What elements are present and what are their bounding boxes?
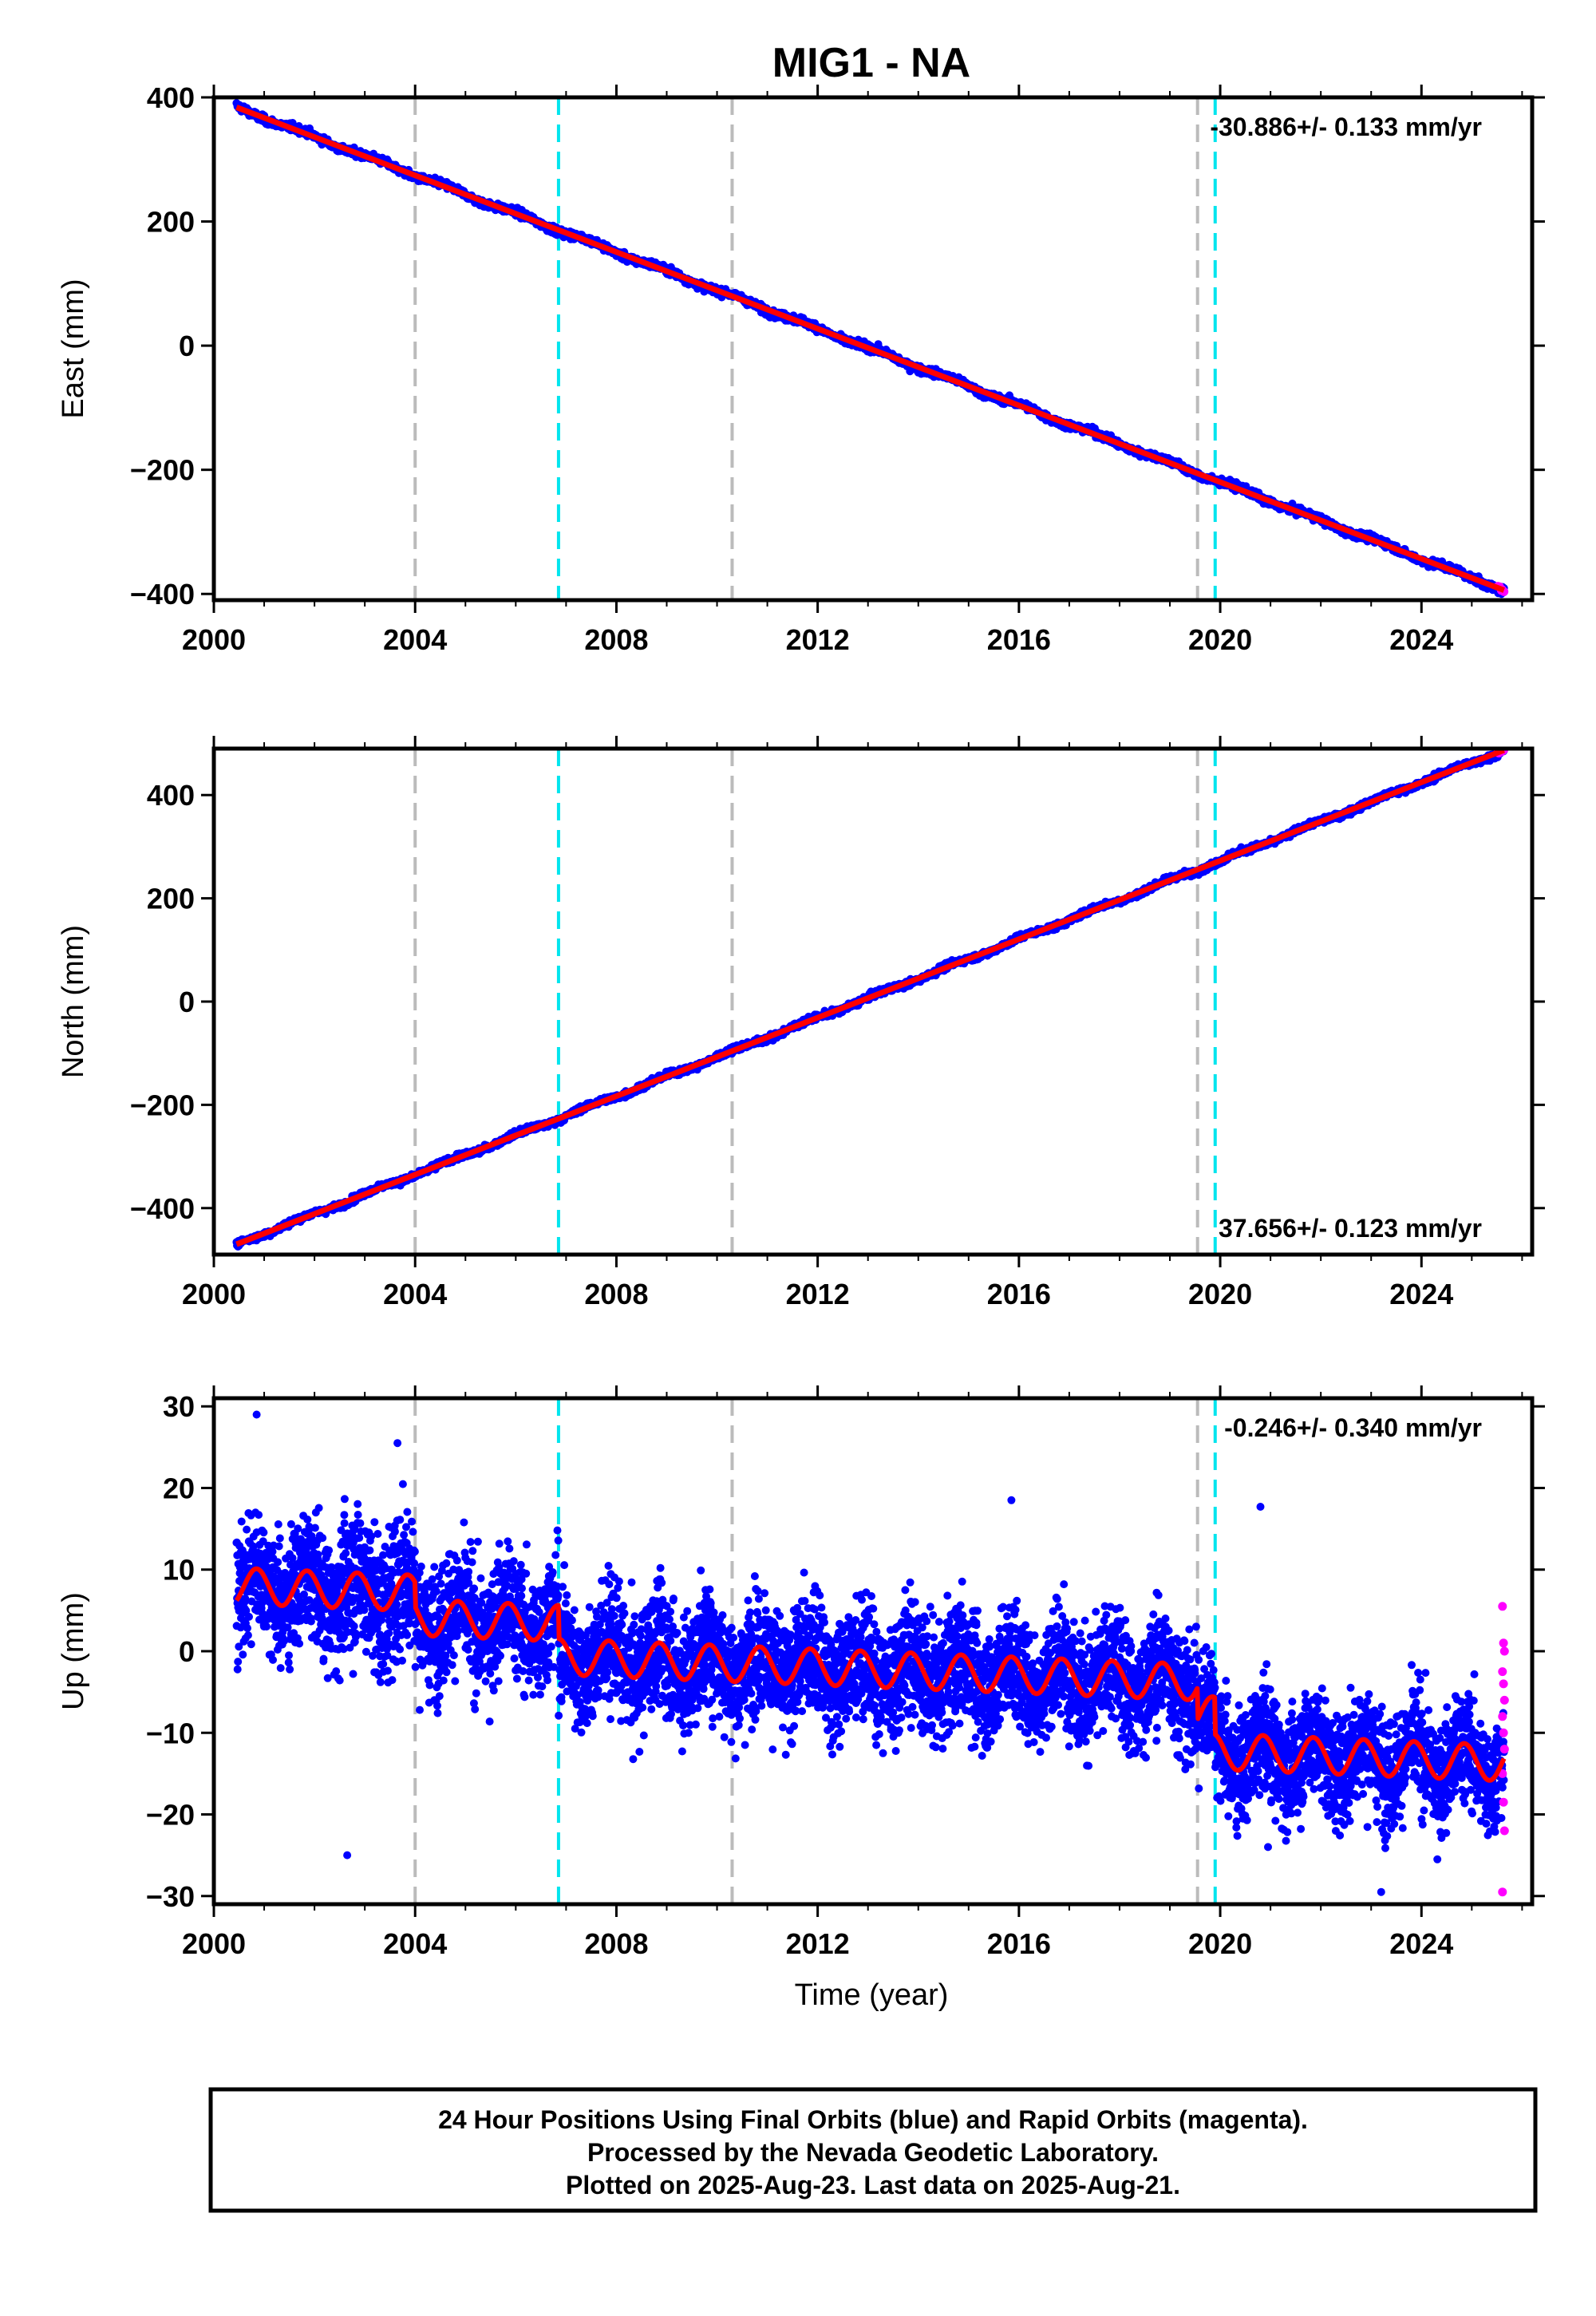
footer-box: 24 Hour Positions Using Final Orbits (bl… bbox=[208, 2087, 1538, 2213]
x-tick-label: 2012 bbox=[786, 623, 850, 656]
y-tick-label: 10 bbox=[163, 1554, 195, 1587]
x-tick-label: 2020 bbox=[1188, 1278, 1252, 1310]
east-panel: 2000 2004 2008 2012 2016 2020 2024 −400 −200 0 200… bbox=[57, 81, 1545, 656]
x-tick-label: 2004 bbox=[383, 1278, 447, 1310]
final-orbit-points bbox=[232, 1410, 1508, 1896]
x-tick-label: 2000 bbox=[182, 623, 246, 656]
rate-label: -30.886+/- 0.133 mm/yr bbox=[1210, 113, 1482, 141]
y-tick-label: −30 bbox=[146, 1880, 195, 1913]
y-axis-label: North (mm) bbox=[57, 925, 90, 1078]
x-tick-label: 2016 bbox=[987, 1927, 1051, 1960]
x-tick-label: 2008 bbox=[584, 1278, 648, 1310]
y-tick-label: −400 bbox=[130, 578, 195, 611]
x-tick-label: 2024 bbox=[1389, 1278, 1453, 1310]
y-tick-label: 0 bbox=[179, 986, 195, 1018]
data-points bbox=[232, 749, 1509, 1251]
y-axis-label: Up (mm) bbox=[57, 1592, 90, 1710]
plot-frame bbox=[211, 95, 1535, 603]
x-tick-label: 2008 bbox=[584, 1927, 648, 1960]
model-line bbox=[234, 1566, 1507, 1783]
rate-label: -0.246+/- 0.340 mm/yr bbox=[1224, 1413, 1482, 1442]
x-tick-label: 2012 bbox=[786, 1278, 850, 1310]
rate-label: 37.656+/- 0.123 mm/yr bbox=[1219, 1214, 1482, 1243]
x-tick-label: 2016 bbox=[987, 1278, 1051, 1310]
x-tick-label: 2024 bbox=[1389, 1927, 1453, 1960]
footer-line-2: Processed by the Nevada Geodetic Laborat… bbox=[587, 2138, 1159, 2167]
event-lines bbox=[413, 97, 1217, 600]
x-tick-label: 2008 bbox=[584, 623, 648, 656]
y-tick-label: 0 bbox=[179, 330, 195, 362]
x-tick-label: 2016 bbox=[987, 623, 1051, 656]
x-tick-label: 2004 bbox=[383, 623, 447, 656]
y-tick-label: 200 bbox=[147, 206, 195, 239]
x-tick-label: 2020 bbox=[1188, 623, 1252, 656]
x-tick-label: 2004 bbox=[383, 1927, 447, 1960]
data-points bbox=[232, 99, 1509, 599]
y-tick-label: 200 bbox=[147, 883, 195, 915]
x-tick-label: 2024 bbox=[1389, 623, 1453, 656]
x-tick-label: 2012 bbox=[786, 1927, 850, 1960]
north-panel: 2000 2004 2008 2012 2016 2020 2024 −400 −200 0 200… bbox=[57, 736, 1545, 1310]
y-tick-label: 30 bbox=[163, 1390, 195, 1423]
x-tick-label: 2000 bbox=[182, 1278, 246, 1310]
y-tick-label: 0 bbox=[179, 1635, 195, 1668]
y-tick-label: −10 bbox=[146, 1717, 195, 1749]
x-tick-label: 2000 bbox=[182, 1927, 246, 1960]
y-tick-label: 400 bbox=[147, 81, 195, 114]
y-tick-label: 400 bbox=[147, 779, 195, 812]
footer-frame bbox=[208, 2087, 1538, 2213]
data-points bbox=[232, 1410, 1509, 1897]
x-axis-label: Time (year) bbox=[795, 1978, 949, 2012]
y-tick-label: 20 bbox=[163, 1472, 195, 1504]
model-line bbox=[235, 105, 1505, 593]
y-axis-label: East (mm) bbox=[57, 279, 90, 418]
y-tick-label: −400 bbox=[130, 1192, 195, 1225]
y-tick-label: −20 bbox=[146, 1799, 195, 1832]
event-lines bbox=[413, 749, 1217, 1255]
rapid-orbit-points bbox=[1498, 1602, 1509, 1897]
x-tick-label: 2020 bbox=[1188, 1927, 1252, 1960]
y-tick-label: −200 bbox=[130, 1089, 195, 1121]
up-panel: 2000 2004 2008 2012 2016 2020 2024 −30 −20 −10 0 10… bbox=[57, 1385, 1545, 1960]
model-line bbox=[235, 749, 1505, 1247]
footer-line-3: Plotted on 2025-Aug-23. Last data on 202… bbox=[566, 2171, 1180, 2199]
y-tick-label: −200 bbox=[130, 454, 195, 487]
chart-title: MIG1 - NA bbox=[772, 40, 970, 86]
footer-line-1: 24 Hour Positions Using Final Orbits (bl… bbox=[438, 2105, 1308, 2134]
